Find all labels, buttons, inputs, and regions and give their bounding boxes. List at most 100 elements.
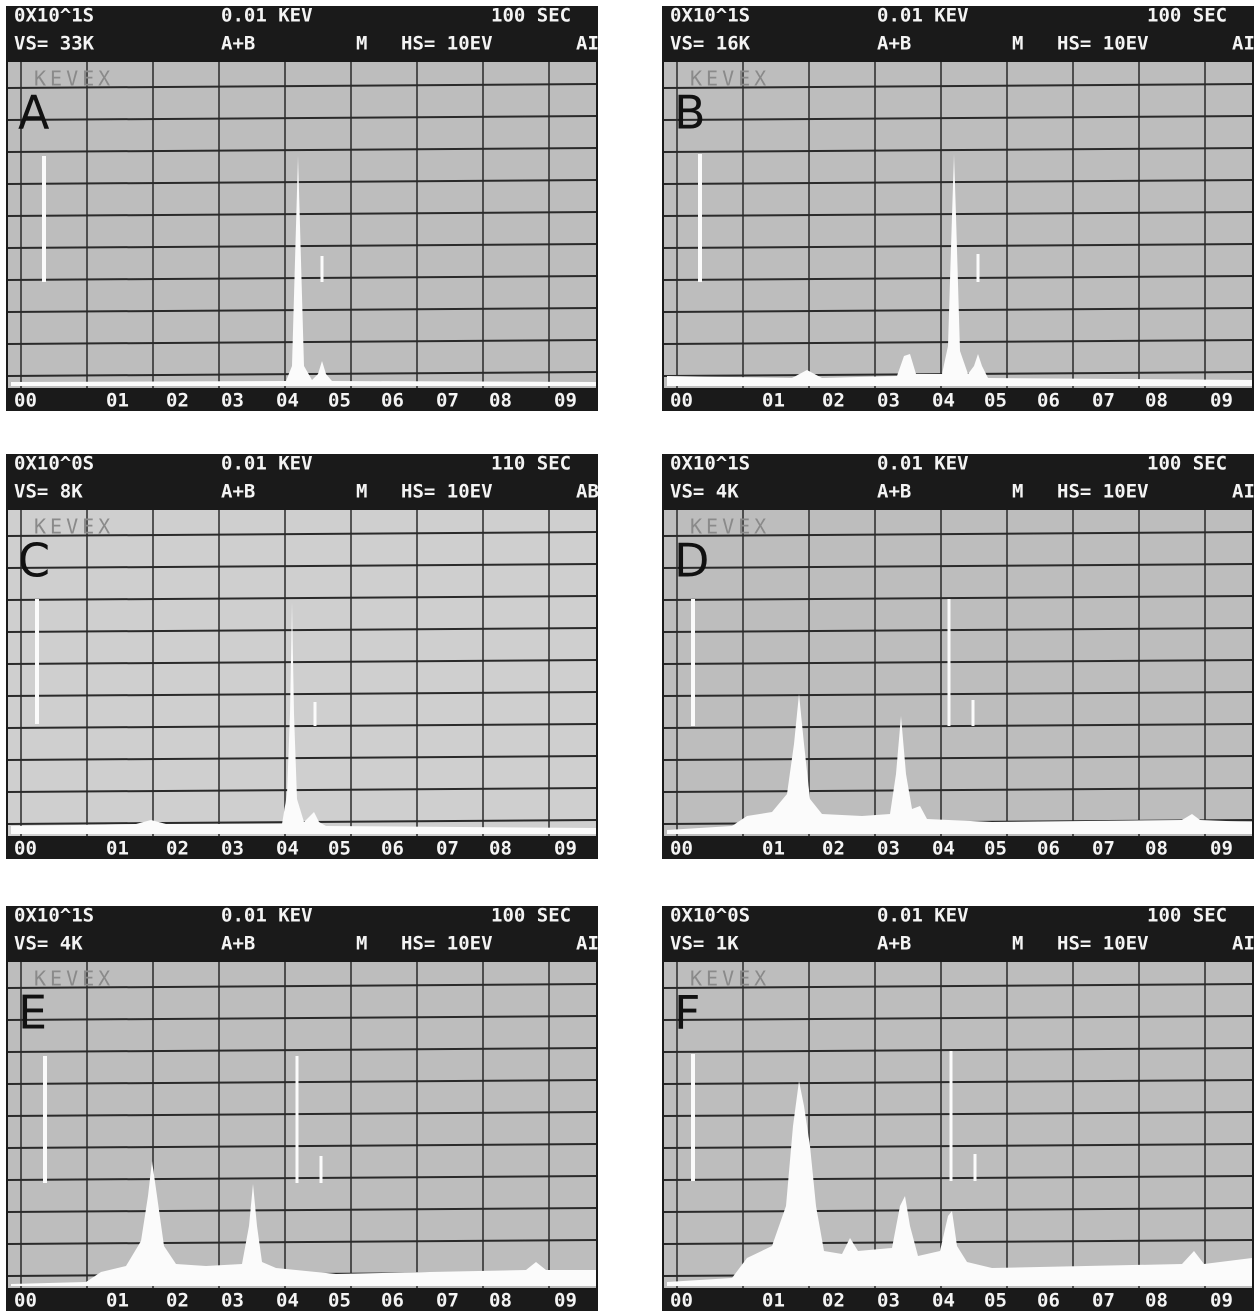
spectrum bbox=[667, 154, 1252, 386]
axis-label: 09 bbox=[554, 1290, 577, 1311]
axis-label: 03 bbox=[877, 838, 900, 860]
brand: KEVEX bbox=[690, 515, 770, 539]
grid-line bbox=[7, 1175, 597, 1181]
header-text: 0X10^1S bbox=[14, 905, 94, 927]
axis-label: 06 bbox=[381, 390, 404, 412]
status-text: AI bbox=[1232, 33, 1254, 55]
axis-label: 02 bbox=[822, 1290, 845, 1311]
axis-label: 06 bbox=[381, 1290, 404, 1311]
status-text: HS= 10EV bbox=[401, 481, 493, 503]
panel: 0X10^1S 0.01 KEV 100 SEC VS= 4K A+B M HS= 10EV… bbox=[6, 905, 598, 1311]
axis-label: 05 bbox=[328, 390, 351, 412]
status-text: A+B bbox=[221, 481, 255, 503]
axis-label: 01 bbox=[106, 838, 129, 860]
panel-letter: E bbox=[18, 986, 47, 1040]
brand: KEVEX bbox=[690, 967, 770, 991]
grid-line bbox=[663, 627, 1253, 633]
grid-line bbox=[663, 595, 1253, 601]
axis-label: 08 bbox=[489, 390, 512, 412]
grid-line bbox=[663, 563, 1253, 569]
axis-label: 00 bbox=[670, 390, 693, 412]
grid-line bbox=[663, 723, 1253, 729]
axis-label: 00 bbox=[14, 390, 37, 412]
grid-line bbox=[7, 755, 597, 761]
brand: KEVEX bbox=[34, 67, 114, 91]
header-text: 100 SEC bbox=[491, 905, 571, 927]
status-text: AI bbox=[1232, 481, 1254, 503]
axis-label: 04 bbox=[932, 1290, 955, 1311]
header-text: 0X10^1S bbox=[14, 5, 94, 27]
axis-label: 03 bbox=[221, 390, 244, 412]
status-text: VS= 33K bbox=[14, 33, 95, 55]
status-text: A+B bbox=[877, 933, 911, 955]
panel-letter: B bbox=[674, 86, 706, 140]
panel-letter: F bbox=[674, 986, 700, 1040]
axis-strip bbox=[662, 1288, 1254, 1311]
grid-line bbox=[663, 531, 1253, 537]
status-text: HS= 10EV bbox=[1057, 933, 1149, 955]
status-text: AI bbox=[1232, 933, 1254, 955]
axis-strip bbox=[6, 1288, 598, 1311]
axis-label: 00 bbox=[14, 1290, 37, 1311]
status-text: A+B bbox=[877, 33, 911, 55]
axis-label: 09 bbox=[554, 390, 577, 412]
axis-label: 07 bbox=[436, 838, 459, 860]
screen bbox=[8, 962, 596, 1288]
panel-letter: D bbox=[674, 534, 709, 588]
grid-line bbox=[663, 1015, 1253, 1021]
status-text: HS= 10EV bbox=[1057, 481, 1149, 503]
axis-label: 03 bbox=[877, 390, 900, 412]
axis-label: 05 bbox=[328, 1290, 351, 1311]
axis-label: 07 bbox=[1092, 390, 1115, 412]
status-text: HS= 10EV bbox=[401, 33, 493, 55]
status-text: A+B bbox=[877, 481, 911, 503]
grid-line bbox=[7, 1047, 597, 1053]
header-text: 0X10^1S bbox=[670, 5, 750, 27]
axis-label: 05 bbox=[328, 838, 351, 860]
header-text: 100 SEC bbox=[491, 5, 571, 27]
grid-line bbox=[7, 179, 597, 185]
grid-line bbox=[7, 1207, 597, 1213]
grid-line bbox=[663, 787, 1253, 793]
spectrum bbox=[11, 1161, 596, 1286]
axis-label: 07 bbox=[1092, 838, 1115, 860]
grid-line bbox=[7, 243, 597, 249]
axis-label: 04 bbox=[932, 838, 955, 860]
axis-label: 06 bbox=[381, 838, 404, 860]
grid-line bbox=[7, 723, 597, 729]
grid-line bbox=[7, 595, 597, 601]
header-text: 0.01 KEV bbox=[221, 453, 313, 475]
grid-line bbox=[663, 83, 1253, 89]
axis-label: 04 bbox=[276, 1290, 299, 1311]
axis-label: 03 bbox=[221, 1290, 244, 1311]
header-text: 100 SEC bbox=[1147, 453, 1227, 475]
header-text: 0.01 KEV bbox=[877, 905, 969, 927]
panel: 0X10^1S 0.01 KEV 100 SEC VS= 4K A+B M HS= 10EV… bbox=[662, 453, 1254, 860]
grid-line bbox=[663, 983, 1253, 989]
axis-label: 07 bbox=[436, 390, 459, 412]
status-text: VS= 4K bbox=[14, 933, 83, 955]
status-text: HS= 10EV bbox=[1057, 33, 1149, 55]
grid-line bbox=[663, 243, 1253, 249]
spectrum bbox=[667, 1081, 1252, 1286]
axis-label: 08 bbox=[1145, 390, 1168, 412]
axis-label: 00 bbox=[670, 1290, 693, 1311]
axis-label: 01 bbox=[762, 390, 785, 412]
status-text: A+B bbox=[221, 33, 255, 55]
header-text: 0X10^0S bbox=[14, 453, 94, 475]
axis-label: 08 bbox=[489, 1290, 512, 1311]
axis-label: 02 bbox=[166, 838, 189, 860]
header-text: 110 SEC bbox=[491, 453, 571, 475]
screen bbox=[8, 510, 596, 836]
panel-letter: C bbox=[18, 534, 50, 588]
axis-label: 03 bbox=[221, 838, 244, 860]
axis-label: 09 bbox=[1210, 838, 1233, 860]
grid-line bbox=[7, 1079, 597, 1085]
grid-line bbox=[663, 1207, 1253, 1213]
axis-label: 04 bbox=[276, 390, 299, 412]
grid-line bbox=[663, 1079, 1253, 1085]
status-text: M bbox=[356, 933, 367, 955]
header-text: 0.01 KEV bbox=[877, 5, 969, 27]
axis-label: 09 bbox=[1210, 390, 1233, 412]
